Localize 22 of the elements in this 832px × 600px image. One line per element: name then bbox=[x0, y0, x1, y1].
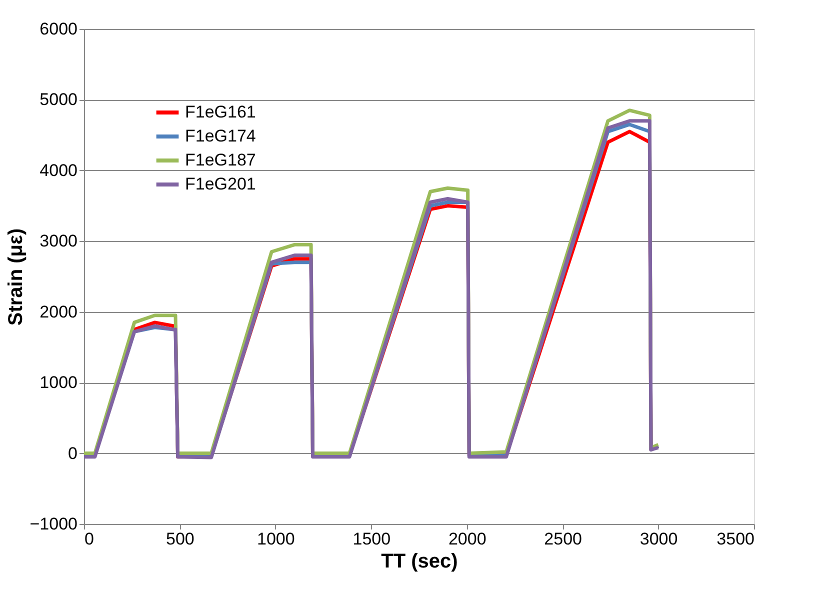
y-tick-label: 3000 bbox=[40, 232, 78, 251]
x-tick-label: 0 bbox=[84, 530, 94, 548]
legend-label: F1eG161 bbox=[185, 102, 256, 122]
x-axis-title: TT (sec) bbox=[381, 550, 458, 572]
y-tick-label: 5000 bbox=[40, 90, 78, 110]
y-axis-title: Strain (με) bbox=[4, 228, 27, 326]
x-tick-label: 3500 bbox=[716, 530, 754, 548]
x-tick-label: 500 bbox=[166, 530, 194, 548]
x-tick-label: 1500 bbox=[352, 530, 391, 548]
y-tick-label: 1000 bbox=[40, 373, 78, 392]
x-tick-label: 2500 bbox=[544, 530, 582, 548]
x-tick-label: 3000 bbox=[640, 530, 678, 548]
x-tick-label: 1000 bbox=[257, 530, 295, 548]
y-tick-label: 2000 bbox=[40, 302, 78, 322]
legend-label: F1eG201 bbox=[185, 174, 256, 194]
x-tick-label: 2000 bbox=[448, 530, 486, 548]
legend-label: F1eG174 bbox=[185, 126, 256, 146]
y-tick-label: −1000 bbox=[30, 514, 78, 534]
y-tick-label: 0 bbox=[68, 444, 78, 463]
y-tick-label: 4000 bbox=[40, 160, 78, 180]
legend-label: F1eG187 bbox=[185, 150, 256, 170]
y-tick-label: 6000 bbox=[40, 20, 78, 38]
